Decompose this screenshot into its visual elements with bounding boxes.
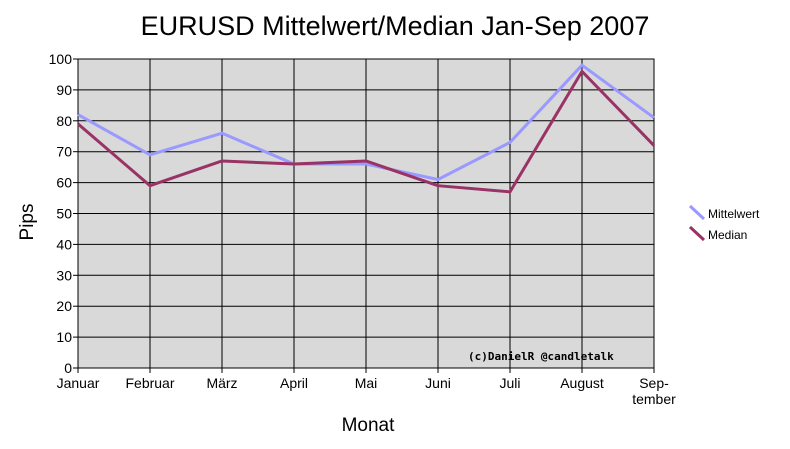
y-axis-title: Pips — [17, 204, 38, 241]
y-tick-label: 100 — [49, 51, 73, 67]
x-tick-label: April — [280, 375, 308, 391]
x-tick-label: Sep-tember — [632, 375, 676, 407]
x-tick-label: Juni — [425, 375, 451, 391]
x-axis-ticks: Januar Februar März April Mai Juni Juli August S… — [57, 368, 676, 407]
y-tick-label: 40 — [56, 236, 72, 252]
series-lines — [77, 63, 656, 194]
x-tick-label: Februar — [125, 375, 174, 391]
legend-label-median: Median — [708, 228, 747, 242]
copyright-annotation: (c)DanielR @candletalk — [468, 350, 614, 363]
x-tick-label: März — [206, 375, 237, 391]
chart-title: EURUSD Mittelwert/Median Jan-Sep 2007 — [141, 11, 650, 41]
y-tick-label: 20 — [56, 298, 72, 314]
y-tick-label: 60 — [56, 175, 72, 191]
y-axis-ticks: 0 10 20 30 40 50 60 70 80 90 100 — [49, 51, 78, 376]
x-tick-label: Januar — [57, 375, 100, 391]
legend-swatch-mittelwert — [688, 204, 706, 221]
x-axis-title: Monat — [342, 415, 396, 436]
y-tick-label: 30 — [56, 267, 72, 283]
x-tick-label: Mai — [355, 375, 378, 391]
x-tick-label: Juli — [499, 375, 520, 391]
y-tick-label: 90 — [56, 82, 72, 98]
y-tick-label: 50 — [56, 206, 72, 222]
x-tick-label: August — [560, 375, 604, 391]
legend-box — [684, 199, 773, 245]
y-tick-label: 70 — [56, 144, 72, 160]
legend: Mittelwert Median — [684, 199, 773, 245]
y-tick-label: 10 — [56, 329, 72, 345]
y-tick-label: 80 — [56, 113, 72, 129]
legend-swatch-median — [688, 225, 706, 242]
gridlines — [78, 58, 654, 369]
y-tick-label: 0 — [64, 360, 72, 376]
legend-label-mittelwert: Mittelwert — [708, 207, 760, 221]
